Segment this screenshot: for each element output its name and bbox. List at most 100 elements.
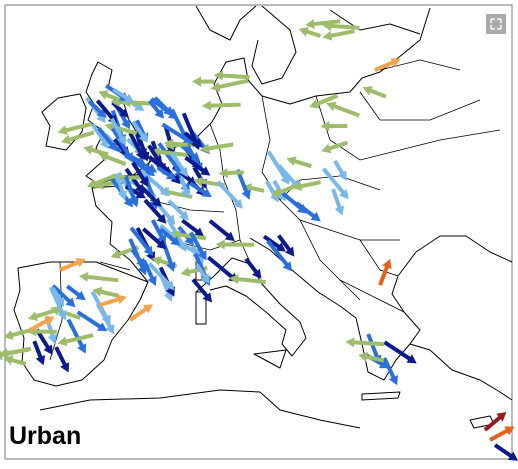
arrow-head: [305, 19, 315, 29]
arrow-shaft: [134, 129, 148, 157]
arrow-head: [200, 166, 211, 176]
arrow-shaft: [84, 274, 119, 283]
arrow-shaft: [142, 259, 156, 282]
arrow-head: [251, 268, 262, 279]
arrow-shaft: [128, 238, 146, 271]
arrow-shaft: [95, 99, 116, 122]
arrow-head: [47, 333, 58, 345]
arrow-head: [326, 101, 337, 112]
arrow-head: [241, 189, 251, 200]
arrow-shaft: [167, 199, 187, 218]
arrow-head: [151, 197, 162, 207]
arrow-head: [151, 256, 162, 266]
arrow-shaft: [331, 103, 361, 118]
map-label: Urban: [9, 422, 82, 450]
arrow-head: [135, 189, 146, 199]
arrow-head: [44, 316, 55, 326]
expand-button[interactable]: [486, 14, 506, 34]
arrow-head: [105, 324, 115, 335]
arrow-shaft: [128, 132, 144, 156]
arrow-head: [78, 271, 89, 282]
arrow-head: [310, 211, 321, 222]
arrow-shaft: [276, 184, 297, 196]
arrow-head: [193, 227, 205, 237]
expand-icon[interactable]: [486, 14, 506, 34]
sicily: [253, 349, 287, 369]
arrow-head: [57, 336, 68, 347]
arrow-head: [3, 330, 14, 340]
arrow-head: [124, 152, 133, 163]
arrow-shaft: [277, 234, 293, 254]
arrow-head: [228, 274, 239, 285]
arrow-head: [378, 359, 390, 369]
arrow-head: [320, 121, 330, 132]
arrow-head: [146, 163, 158, 173]
arrow-shaft: [208, 219, 232, 239]
arrow-head: [98, 152, 109, 162]
arrow-head: [201, 100, 212, 111]
arrow-head: [121, 119, 131, 130]
arrow-head: [65, 297, 76, 308]
arrow-head: [142, 304, 154, 314]
arrow-shaft: [367, 87, 387, 99]
arrow-head: [358, 352, 369, 362]
arrow-shaft: [378, 263, 390, 286]
arrow-shaft: [216, 78, 249, 90]
arrow-shaft: [157, 142, 180, 171]
arrow-head: [233, 198, 243, 209]
arrow-shaft: [32, 340, 44, 361]
arrow-head: [345, 337, 355, 348]
arrow-head: [57, 125, 68, 136]
arrow-head: [334, 205, 345, 216]
arrow-head: [210, 81, 221, 92]
arrow-head: [166, 261, 176, 272]
arrow-shaft: [327, 29, 355, 39]
arrow-shaft: [321, 167, 347, 196]
arrow-head: [123, 197, 133, 208]
arrow-head: [388, 375, 398, 386]
arrow-shaft: [115, 174, 126, 196]
arrow-shaft: [128, 305, 150, 322]
arrow-shaft: [326, 140, 349, 152]
arrow-head: [75, 257, 86, 268]
arrow-head: [43, 344, 53, 355]
arrow-shaft: [103, 154, 127, 166]
arrow-head: [61, 134, 72, 145]
arrow-head: [83, 145, 94, 155]
arrow-shaft: [97, 289, 120, 298]
arrow-shaft: [489, 427, 511, 442]
arrow-shaft: [382, 357, 397, 381]
arrow-head: [55, 296, 65, 307]
arrow-head: [496, 411, 507, 422]
arrow-head: [152, 155, 162, 166]
arrow-head: [200, 273, 210, 284]
arrow-shaft: [91, 173, 118, 187]
arrow-head: [164, 140, 174, 151]
arrow-shaft: [234, 276, 266, 284]
arrow-shaft: [219, 73, 250, 80]
arrow-shaft: [109, 117, 125, 142]
arrow-shaft: [51, 284, 73, 305]
arrow-head: [165, 170, 177, 180]
arrow-head: [309, 99, 320, 109]
arrow-head: [339, 189, 349, 200]
arrow-shaft: [152, 99, 175, 117]
arrows: [0, 19, 518, 461]
arrow-head: [201, 188, 212, 198]
arrow-shaft: [191, 278, 210, 300]
arrow-shaft: [66, 130, 95, 143]
arrow-head: [382, 258, 392, 270]
arrow-head: [117, 135, 127, 146]
arrow-head: [116, 294, 127, 305]
arrow-head: [98, 90, 109, 100]
arrow-shaft: [131, 161, 147, 183]
arrow-head: [143, 245, 154, 256]
arrow-head: [134, 101, 145, 111]
baltic: [329, 9, 421, 35]
north-africa: [39, 389, 361, 429]
arrow-head: [164, 280, 175, 291]
arrow-shaft: [262, 234, 283, 250]
arrow-head: [215, 239, 225, 250]
arrow-shaft: [8, 328, 33, 338]
arrow-shaft: [111, 127, 132, 159]
